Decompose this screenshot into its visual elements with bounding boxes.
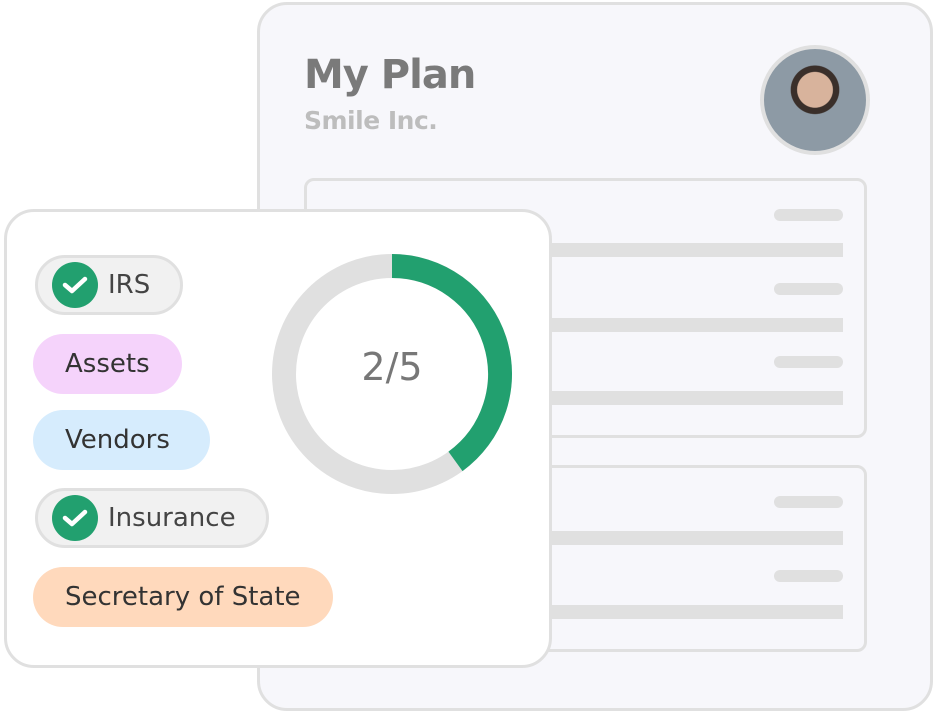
chip-label: Assets bbox=[65, 349, 150, 379]
placeholder-bar bbox=[774, 356, 843, 368]
chip-label: IRS bbox=[108, 270, 151, 300]
placeholder-bar bbox=[774, 283, 843, 295]
chip-label: Secretary of State bbox=[65, 582, 301, 612]
chip-vendors[interactable]: Vendors bbox=[33, 410, 210, 470]
avatar[interactable] bbox=[760, 45, 870, 155]
chip-secretary-of-state[interactable]: Secretary of State bbox=[33, 567, 333, 627]
chip-assets[interactable]: Assets bbox=[33, 334, 182, 394]
progress-label: 2/5 bbox=[361, 345, 423, 389]
company-name: Smile Inc. bbox=[304, 106, 438, 135]
chip-label: Insurance bbox=[108, 503, 236, 533]
placeholder-bar bbox=[774, 570, 843, 582]
chip-irs[interactable]: IRS bbox=[35, 255, 184, 315]
progress-donut bbox=[272, 254, 512, 494]
check-icon bbox=[52, 495, 98, 541]
placeholder-bar bbox=[774, 496, 843, 508]
chip-insurance[interactable]: Insurance bbox=[35, 488, 269, 548]
donut-fill bbox=[391, 254, 512, 472]
page-title: My Plan bbox=[304, 52, 476, 98]
chip-label: Vendors bbox=[65, 425, 170, 455]
check-icon bbox=[52, 262, 98, 308]
placeholder-bar bbox=[774, 209, 843, 221]
